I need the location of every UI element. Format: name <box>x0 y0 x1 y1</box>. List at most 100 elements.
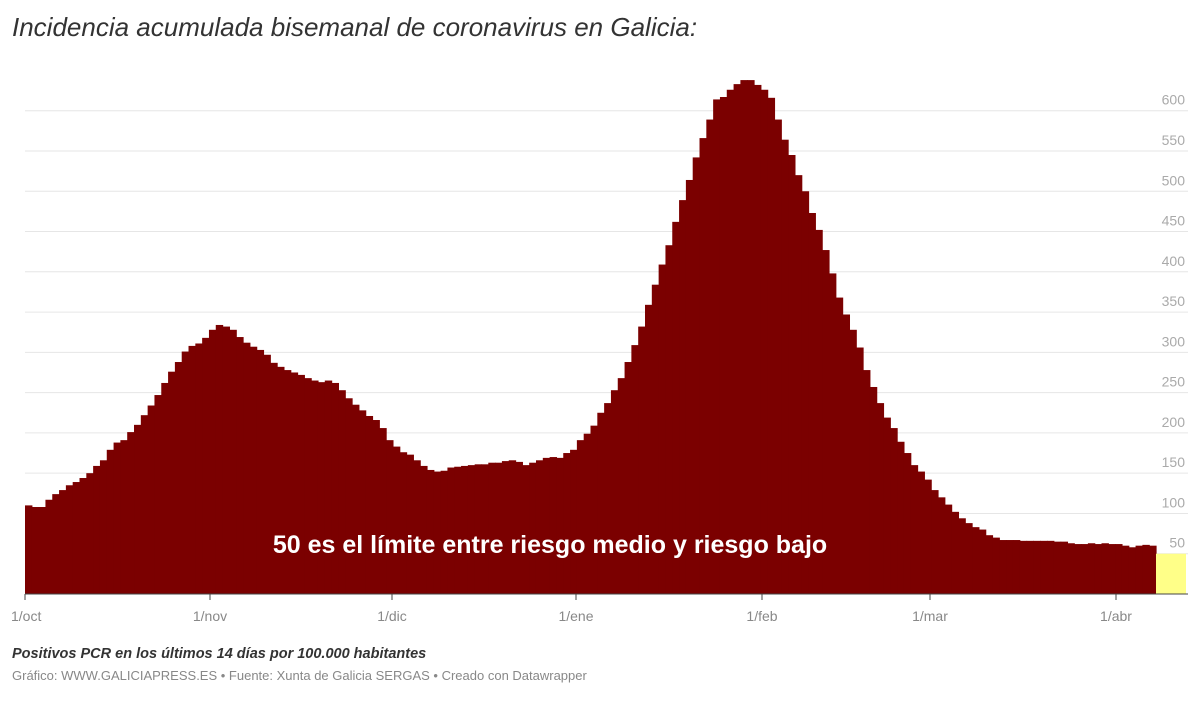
bar <box>168 371 176 594</box>
bar <box>1149 545 1157 594</box>
bar <box>31 507 40 594</box>
bar <box>828 273 837 594</box>
bar <box>931 490 939 594</box>
bar <box>1026 540 1034 594</box>
bar <box>386 440 394 594</box>
bar <box>372 420 380 594</box>
bar <box>113 442 121 594</box>
bar <box>283 370 292 594</box>
bar <box>563 453 571 594</box>
bar <box>992 537 1000 594</box>
bar <box>1040 540 1048 594</box>
bar <box>645 304 653 594</box>
bar <box>651 284 660 594</box>
bar <box>781 139 789 594</box>
bar <box>147 405 156 594</box>
bar <box>127 432 135 594</box>
y-tick-label: 600 <box>1162 92 1186 108</box>
bar <box>392 446 401 594</box>
bar <box>440 470 449 594</box>
bar <box>842 314 851 594</box>
bar <box>719 97 728 594</box>
bar <box>120 440 128 594</box>
bar <box>454 466 462 594</box>
bar <box>79 478 87 594</box>
bar <box>733 84 741 594</box>
bar <box>188 345 196 594</box>
bar <box>1108 544 1116 594</box>
bar <box>181 351 190 594</box>
x-tick-label: 1/nov <box>193 608 227 624</box>
bar <box>229 329 237 594</box>
bar <box>542 457 551 594</box>
bar <box>1006 540 1014 594</box>
bar <box>52 494 60 594</box>
bar <box>467 465 476 594</box>
y-tick-label: 500 <box>1162 172 1186 188</box>
x-tick-label: 1/dic <box>377 608 407 624</box>
bar <box>617 378 626 594</box>
bar <box>1115 544 1123 594</box>
y-tick-label: 200 <box>1162 414 1186 430</box>
x-tick-label: 1/mar <box>912 608 948 624</box>
x-tick-label: 1/abr <box>1100 608 1132 624</box>
bar <box>474 464 483 594</box>
bar <box>672 221 680 594</box>
bar <box>481 464 489 594</box>
bar <box>1060 541 1069 594</box>
threshold-annotation: 50 es el límite entre riesgo medio y rie… <box>273 531 827 559</box>
bar <box>692 157 701 594</box>
bar <box>38 507 47 594</box>
y-tick-label: 550 <box>1162 132 1186 148</box>
x-tick-label: 1/ene <box>558 608 593 624</box>
bar <box>324 380 333 594</box>
bar <box>420 465 428 594</box>
y-tick-label: 250 <box>1162 374 1186 390</box>
bar <box>917 471 925 594</box>
bar <box>86 473 94 594</box>
bar <box>658 264 667 594</box>
bar <box>897 441 905 594</box>
bar <box>556 457 564 594</box>
y-tick-label: 450 <box>1162 213 1186 229</box>
bar <box>951 511 960 594</box>
bar <box>522 465 530 594</box>
bar <box>713 99 721 594</box>
bar <box>236 337 244 594</box>
bar <box>249 346 258 594</box>
bar <box>597 412 605 594</box>
bar <box>256 349 265 594</box>
bar <box>549 457 558 594</box>
bar <box>1033 540 1041 594</box>
bar <box>903 453 912 594</box>
bar <box>338 390 346 594</box>
threshold-area <box>1156 553 1186 594</box>
bar <box>1121 545 1130 594</box>
bar <box>835 297 844 594</box>
bar <box>665 245 673 594</box>
bar <box>413 460 421 594</box>
y-tick-label: 350 <box>1162 293 1186 309</box>
bar <box>215 324 224 594</box>
bar <box>849 329 857 594</box>
bar <box>869 386 878 594</box>
bar <box>93 465 101 594</box>
bar <box>890 428 898 594</box>
bar <box>290 372 299 594</box>
bar <box>985 535 994 594</box>
bar <box>794 175 803 594</box>
bar <box>610 390 619 594</box>
bar <box>202 337 210 594</box>
bar-chart: 50 100 150 200 250 300 350 400 450 500 550 600 50 e… <box>11 80 1188 624</box>
bar <box>631 345 639 594</box>
bar <box>883 417 891 594</box>
bar <box>1074 544 1082 594</box>
bar <box>352 404 360 594</box>
bar <box>99 460 108 594</box>
bar <box>495 462 503 594</box>
bar <box>937 497 946 594</box>
chart-note: Positivos PCR en los últimos 14 días por… <box>12 646 427 662</box>
bar <box>944 504 953 594</box>
bar <box>965 523 973 594</box>
bar <box>222 326 230 594</box>
